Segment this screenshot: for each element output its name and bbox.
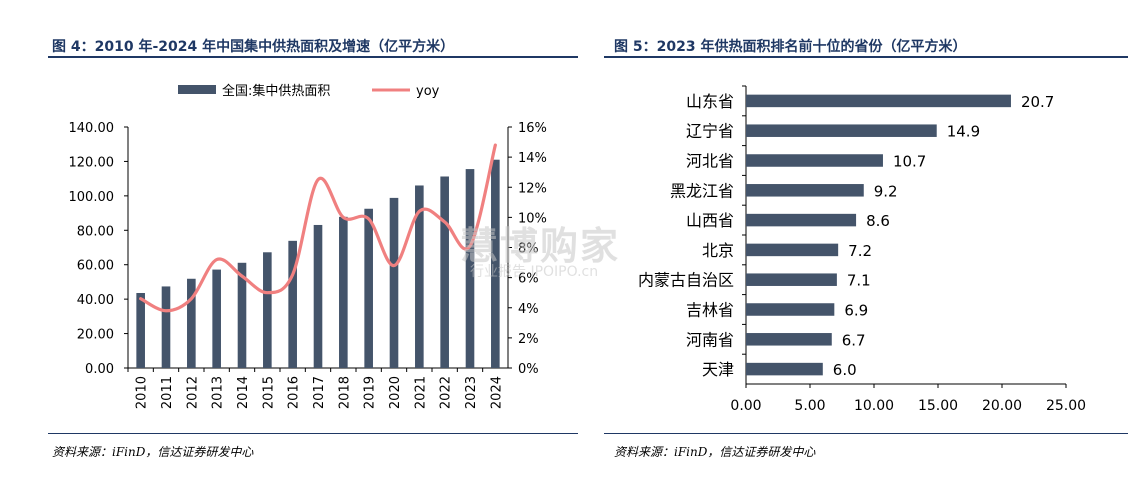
bar-山东省 [746,94,1011,108]
y-right-tick-label: 12% [518,181,547,196]
x-tick-label: 2018 [337,376,352,409]
bar-黑龙江省 [746,184,864,197]
x-tick-label: 2012 [185,376,200,409]
left-title-rule [48,56,578,58]
x-tick-label: 2023 [464,376,479,409]
combo-chart: 全国:集中供热面积 yoy 0.00 20.00 40.00 60.00 80.00 100.… [69,83,547,409]
bar-2012 [187,278,196,368]
bar-北京 [746,243,839,257]
y-left-tick-label: 100.00 [69,190,115,205]
bar-2018 [339,216,348,368]
bar-2019 [364,208,373,368]
value-label: 6.9 [844,302,868,320]
bar-内蒙古自治区 [746,273,837,286]
x-tick-label: 25.00 [1046,398,1086,414]
y-right-tick-label: 8% [518,242,539,257]
bar-河南省 [746,333,832,346]
legend-bar-swatch [178,85,216,94]
horizontal-bar-chart: 0.00 5.00 10.00 15.00 20.00 25.00 山东省 20.7 辽宁省 14… [638,85,1086,414]
y-left-tick-label: 120.00 [69,155,115,170]
bar-2013 [212,269,221,368]
x-tick-label: 2015 [261,376,276,409]
x-tick-label: 2022 [439,376,454,409]
value-label: 6.7 [842,331,866,349]
x-tick-label: 2010 [135,376,150,409]
bar-2010 [136,292,145,368]
bar-山西省 [746,213,857,227]
bar-2011 [161,286,171,368]
category-label: 吉林省 [686,301,734,320]
x-tick-label: 2019 [363,376,378,409]
right-chart-title: 图 5：2023 年供热面积排名前十位的省份（亿平方米） [614,39,967,55]
bar-吉林省 [746,303,835,316]
y-left-tick-label: 140.00 [69,121,115,136]
y-left-tick-label: 40.00 [77,293,114,308]
value-label: 14.9 [947,123,980,141]
legend-bar-label: 全国:集中供热面积 [222,83,330,99]
x-tick-label: 10.00 [854,398,894,414]
bar-2023 [465,169,475,368]
x-tick-label: 2014 [236,376,251,409]
x-tick-label: 2011 [160,376,175,409]
bar-2022 [440,176,449,368]
value-label: 6.0 [833,361,857,379]
y-right-tick-label: 14% [518,151,547,166]
yoy-line [139,143,497,313]
left-chart-panel: 图 4：2010 年-2024 年中国集中供热面积及增速（亿平方米） 全国:集中… [48,39,578,459]
category-label: 辽宁省 [686,122,734,141]
category-label: 山西省 [686,211,734,230]
y-right-tick-label: 6% [518,272,539,287]
bar-2024 [491,159,500,368]
category-label: 黑龙江省 [670,181,734,200]
bar-2017 [313,224,323,368]
value-label: 10.7 [893,153,926,171]
y-right-tick-label: 2% [518,332,539,347]
x-tick-label: 15.00 [918,398,958,414]
x-tick-label: 2016 [287,376,302,409]
value-label: 7.2 [848,242,872,260]
right-source-rule [604,433,1128,434]
bar-天津 [746,362,823,376]
x-tick-label: 0.00 [730,398,761,414]
category-label: 内蒙古自治区 [638,271,734,290]
x-tick-label: 5.00 [794,398,825,414]
x-tick-label: 2013 [211,376,226,409]
y-left-tick-label: 0.00 [85,362,114,377]
x-tick-label: 2021 [413,376,428,409]
category-label: 山东省 [686,92,734,111]
y-left-tick-label: 80.00 [77,224,114,239]
bar-2015 [263,252,272,368]
category-label: 河南省 [686,330,734,349]
left-source-note: 资料来源：iFinD，信达证券研发中心 [52,445,254,459]
left-source-rule [48,433,578,434]
bar-辽宁省 [746,124,937,137]
x-tick-label: 2020 [388,376,403,409]
value-label: 8.6 [866,212,890,230]
y-left-tick-label: 60.00 [77,259,114,274]
category-label: 北京 [702,241,734,260]
value-label: 20.7 [1021,93,1054,111]
right-source-note: 资料来源：iFinD，信达证券研发中心 [614,445,816,459]
legend-line-label: yoy [416,84,440,99]
y-right-tick-label: 4% [518,302,539,317]
category-label: 天津 [702,360,734,379]
y-right-tick-label: 0% [518,362,539,377]
bar-2016 [288,240,297,368]
right-title-rule [604,56,1128,58]
left-chart-title: 图 4：2010 年-2024 年中国集中供热面积及增速（亿平方米） [52,39,455,55]
bar-河北省 [746,154,883,167]
x-tick-label: 2017 [312,376,327,409]
right-chart-panel: 图 5：2023 年供热面积排名前十位的省份（亿平方米） 0.00 5.00 10.… [600,0,1136,485]
category-label: 河北省 [686,152,734,171]
value-label: 7.1 [847,272,871,290]
bar-2021 [415,185,424,368]
y-right-tick-label: 10% [518,211,547,226]
bar-2020 [389,197,399,368]
bar-2014 [237,262,247,368]
x-tick-label: 2024 [489,376,504,409]
y-right-tick-label: 16% [518,121,547,136]
y-left-tick-label: 20.00 [77,328,114,343]
x-tick-label: 20.00 [982,398,1022,414]
value-label: 9.2 [874,182,898,200]
